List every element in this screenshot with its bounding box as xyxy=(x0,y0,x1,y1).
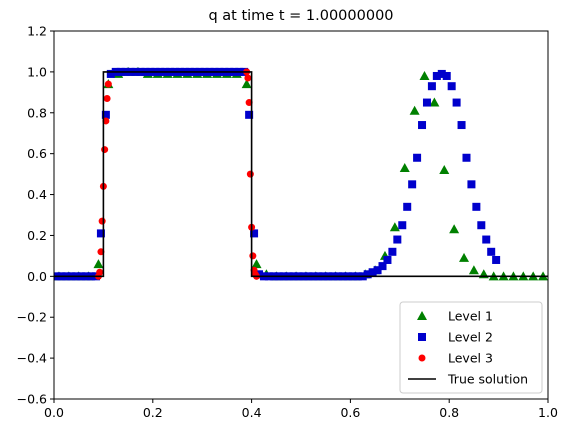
x-tick-label: 0.4 xyxy=(242,405,262,420)
data-point-level-2 xyxy=(432,71,441,80)
legend: Level 1 Level 2 Level 3 True solution xyxy=(399,301,543,394)
data-point-level-2 xyxy=(250,229,259,238)
data-point-level-2 xyxy=(418,121,427,130)
data-point-level-1 xyxy=(93,259,104,269)
plot-frame xyxy=(53,30,549,400)
legend-swatch-level-3 xyxy=(418,354,426,362)
data-point-level-2 xyxy=(467,180,476,189)
data-point-level-2 xyxy=(388,247,397,256)
data-point-level-2 xyxy=(408,180,417,189)
data-point-level-1 xyxy=(389,222,400,232)
data-point-level-2 xyxy=(492,255,501,264)
data-point-level-1 xyxy=(419,70,430,80)
data-point-level-2 xyxy=(477,221,486,230)
data-point-level-2 xyxy=(368,268,377,277)
data-point-level-1 xyxy=(449,224,460,234)
legend-label-true-solution: True solution xyxy=(447,372,528,387)
legend-label-level-1: Level 1 xyxy=(448,309,493,324)
legend-label-level-2: Level 2 xyxy=(448,330,493,345)
data-point-level-2 xyxy=(403,202,412,211)
data-point-level-1 xyxy=(251,259,262,269)
x-tick-label: 0.6 xyxy=(340,405,360,420)
legend-box xyxy=(399,301,543,394)
data-point-level-1 xyxy=(468,265,479,275)
x-tick-label: 1.0 xyxy=(538,405,558,420)
data-point-level-3 xyxy=(98,217,106,225)
data-point-level-3 xyxy=(244,74,252,82)
y-tick-label: 1.2 xyxy=(27,24,47,39)
y-tick-label: 0.8 xyxy=(27,105,47,120)
data-point-level-2 xyxy=(487,247,496,256)
y-tick-label: 1.0 xyxy=(27,64,47,79)
data-point-level-2 xyxy=(393,235,402,244)
y-tick-label: 0.2 xyxy=(27,228,47,243)
data-point-level-3 xyxy=(96,268,104,276)
data-point-level-2 xyxy=(101,110,110,119)
data-point-level-2 xyxy=(106,69,115,78)
y-tick-label: 0.6 xyxy=(27,146,47,161)
data-point-level-2 xyxy=(378,262,387,271)
y-tick-label: −0.6 xyxy=(17,392,47,407)
series-line-true-solution xyxy=(54,71,548,278)
data-point-level-2 xyxy=(383,255,392,264)
data-point-level-3 xyxy=(101,146,109,154)
legend-label-level-3: Level 3 xyxy=(448,351,493,366)
data-point-level-2 xyxy=(245,110,254,119)
legend-swatch-level-1 xyxy=(417,311,427,320)
data-point-level-1 xyxy=(439,165,450,175)
data-point-level-2 xyxy=(482,235,491,244)
data-point-level-3 xyxy=(104,80,112,88)
data-point-level-2 xyxy=(462,153,471,162)
legend-swatch-level-2 xyxy=(418,333,426,341)
chart-title: q at time t = 1.00000000 xyxy=(208,8,393,24)
data-point-level-3 xyxy=(246,170,254,178)
data-point-level-1 xyxy=(241,79,252,89)
data-point-level-2 xyxy=(437,69,446,78)
data-point-level-2 xyxy=(472,202,481,211)
data-point-level-2 xyxy=(373,266,382,275)
data-point-level-1 xyxy=(399,162,410,172)
x-tick-label: 0.2 xyxy=(143,405,163,420)
data-point-level-1 xyxy=(409,105,420,115)
y-tick-label: −0.2 xyxy=(17,310,47,325)
y-tick-label: 0.4 xyxy=(27,187,47,202)
y-tick-label: −0.4 xyxy=(17,351,47,366)
data-point-level-2 xyxy=(447,82,456,91)
data-point-level-2 xyxy=(457,121,466,130)
data-point-level-2 xyxy=(413,153,422,162)
data-point-level-2 xyxy=(452,98,461,107)
data-point-level-2 xyxy=(422,98,431,107)
data-point-level-1 xyxy=(429,97,440,107)
y-tick-label: 0.0 xyxy=(27,269,47,284)
data-point-level-2 xyxy=(427,82,436,91)
x-tick-label: 0.8 xyxy=(439,405,459,420)
data-point-level-3 xyxy=(103,94,111,102)
data-point-level-2 xyxy=(442,71,451,80)
data-point-level-2 xyxy=(96,229,105,238)
data-point-level-2 xyxy=(363,270,372,279)
x-tick-label: 0.0 xyxy=(44,405,64,420)
data-point-level-2 xyxy=(398,221,407,230)
data-point-level-1 xyxy=(459,252,470,262)
data-point-level-3 xyxy=(249,252,257,260)
